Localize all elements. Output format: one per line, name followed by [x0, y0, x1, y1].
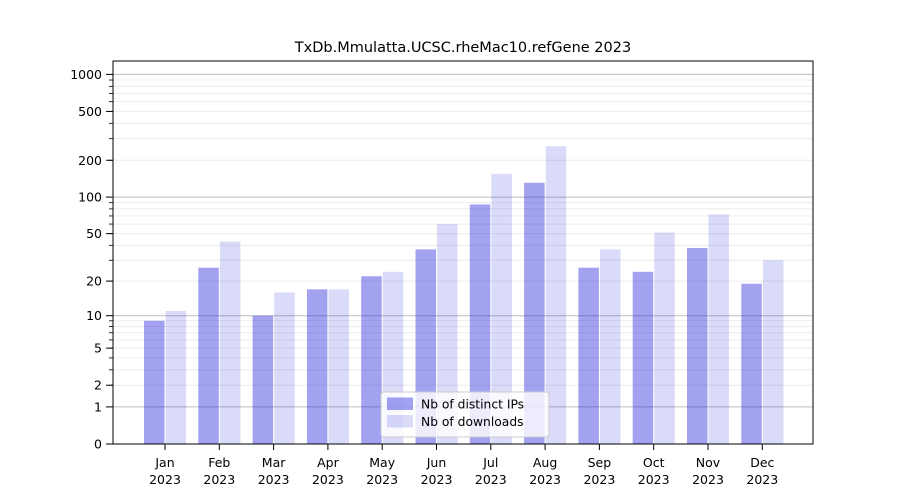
x-tick-label-year-jul: 2023	[475, 472, 507, 487]
legend-swatch-nb-of-distinct-ips	[387, 397, 413, 410]
bar-nb-of-downloads-dec	[762, 260, 784, 444]
y-tick-label-200: 200	[78, 153, 102, 168]
y-tick-label-20: 20	[86, 274, 102, 289]
x-tick-label-year-apr: 2023	[312, 472, 344, 487]
x-tick-label-year-jun: 2023	[421, 472, 453, 487]
y-tick-label-0: 0	[94, 437, 102, 452]
x-tick-label-year-nov: 2023	[692, 472, 724, 487]
x-tick-label-month-feb: Feb	[208, 455, 230, 470]
bar-nb-of-downloads-sep	[600, 249, 621, 444]
bar-nb-of-distinct-ips-may	[361, 276, 382, 444]
x-tick-label-month-mar: Mar	[262, 455, 286, 470]
x-tick-label-month-jan: Jan	[154, 455, 174, 470]
x-tick-label-month-sep: Sep	[588, 455, 612, 470]
bar-nb-of-distinct-ips-dec	[741, 283, 762, 444]
y-tick-label-10: 10	[86, 308, 102, 323]
x-tick-label-month-dec: Dec	[750, 455, 774, 470]
bar-nb-of-distinct-ips-mar	[252, 315, 274, 444]
y-tick-label-100: 100	[78, 190, 102, 205]
bar-nb-of-downloads-jun	[437, 224, 458, 444]
plot-border	[112, 60, 814, 445]
x-tick-label-month-nov: Nov	[696, 455, 721, 470]
y-tick-label-2: 2	[94, 378, 102, 393]
x-tick-label-year-jan: 2023	[149, 472, 181, 487]
x-tick-label-year-sep: 2023	[583, 472, 615, 487]
bar-nb-of-distinct-ips-aug	[524, 182, 545, 445]
bar-nb-of-distinct-ips-apr	[306, 289, 328, 444]
x-tick-label-year-dec: 2023	[746, 472, 778, 487]
bar-nb-of-distinct-ips-sep	[578, 267, 599, 444]
bar-nb-of-distinct-ips-jan	[144, 320, 165, 444]
bar-nb-of-distinct-ips-oct	[632, 271, 654, 444]
x-tick-label-year-feb: 2023	[203, 472, 235, 487]
bar-nb-of-distinct-ips-nov	[687, 247, 708, 444]
x-tick-label-year-mar: 2023	[258, 472, 290, 487]
y-tick-label-50: 50	[86, 226, 102, 241]
legend-box	[380, 391, 550, 438]
bar-nb-of-downloads-jul	[491, 173, 512, 444]
y-tick-label-5: 5	[94, 341, 102, 356]
bar-nb-of-downloads-mar	[274, 292, 295, 444]
x-tick-label-month-may: May	[369, 455, 395, 470]
bar-nb-of-distinct-ips-jul	[469, 204, 491, 444]
x-tick-label-month-jun: Jun	[426, 455, 447, 470]
bar-nb-of-downloads-aug	[545, 146, 567, 444]
x-tick-label-year-oct: 2023	[638, 472, 670, 487]
chart-title: TxDb.Mmulatta.UCSC.rheMac10.refGene 2023	[294, 40, 631, 56]
bar-nb-of-downloads-feb	[219, 241, 241, 444]
x-tick-label-month-oct: Oct	[643, 455, 665, 470]
y-tick-label-500: 500	[78, 104, 102, 119]
x-tick-label-month-jul: Jul	[482, 455, 498, 470]
x-tick-label-month-aug: Aug	[533, 455, 557, 470]
x-tick-label-year-may: 2023	[366, 472, 398, 487]
legend-label-nb-of-distinct-ips: Nb of distinct IPs	[421, 398, 524, 412]
bar-nb-of-downloads-oct	[654, 232, 675, 444]
x-tick-label-year-aug: 2023	[529, 472, 561, 487]
bar-nb-of-downloads-jan	[165, 311, 187, 444]
bar-nb-of-downloads-nov	[708, 214, 730, 444]
bar-nb-of-distinct-ips-feb	[198, 267, 219, 444]
bar-nb-of-downloads-apr	[328, 289, 349, 444]
legend-label-nb-of-downloads: Nb of downloads	[421, 415, 524, 429]
y-tick-label-1: 1	[94, 399, 102, 414]
y-tick-label-1000: 1000	[70, 67, 102, 82]
legend-swatch-nb-of-downloads	[387, 415, 413, 428]
x-tick-label-month-apr: Apr	[317, 455, 339, 470]
